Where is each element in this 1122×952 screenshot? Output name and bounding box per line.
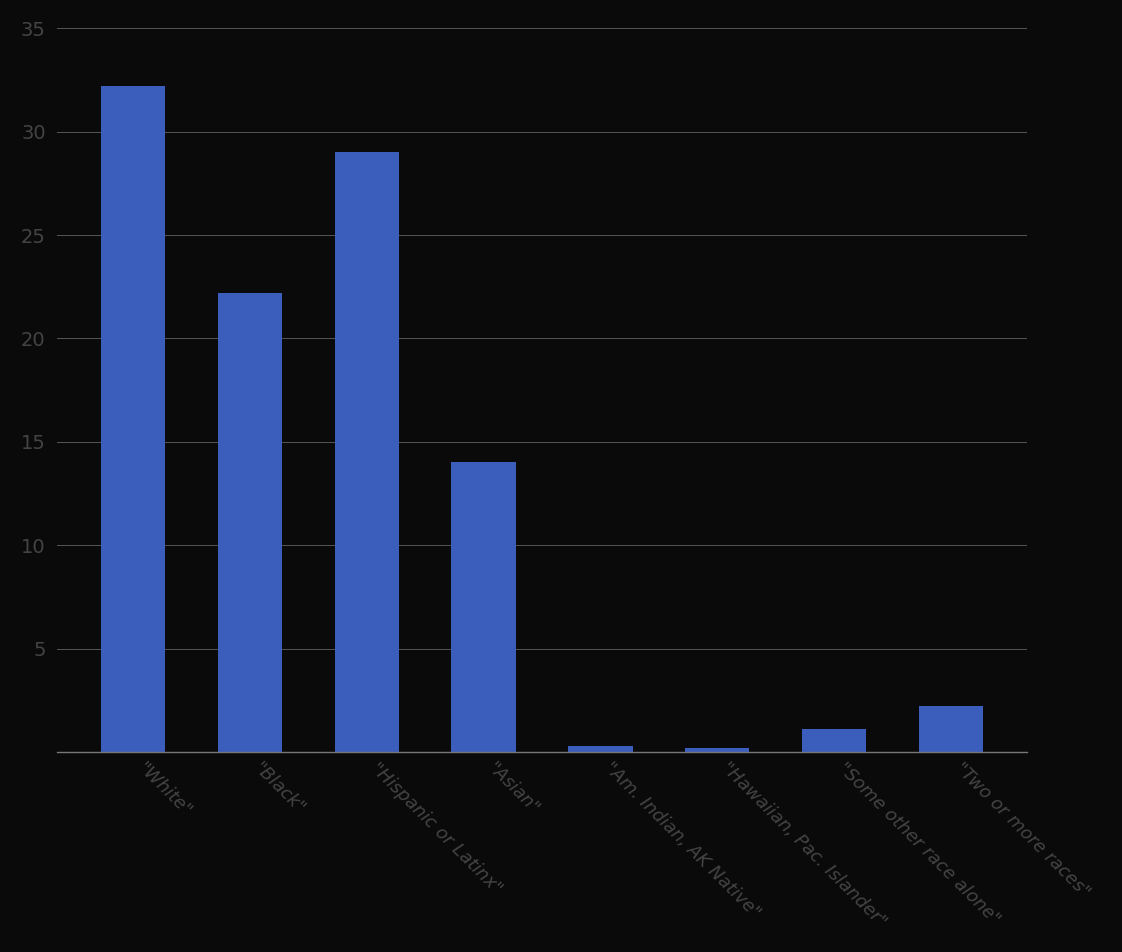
Bar <box>334 152 399 752</box>
Bar <box>569 745 633 752</box>
Bar <box>802 729 866 752</box>
Bar <box>101 87 165 752</box>
Bar <box>218 293 282 752</box>
Bar <box>686 747 749 752</box>
Bar <box>919 706 983 752</box>
Bar <box>451 463 516 752</box>
